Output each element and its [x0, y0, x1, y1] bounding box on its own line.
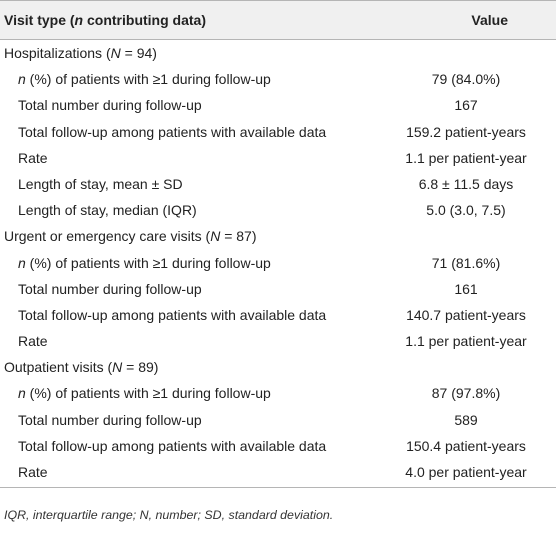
- table-row: Length of stay, mean ± SD 6.8 ± 11.5 days: [0, 171, 556, 197]
- table-body: Hospitalizations (N = 94) n (%) of patien…: [0, 40, 556, 485]
- section-title-prefix: Urgent or emergency care visits (: [4, 228, 211, 245]
- table-row: Rate 1.1 per patient-year: [0, 145, 556, 171]
- header-visit-type-suffix: contributing data): [83, 12, 206, 28]
- row-label: Rate: [18, 145, 48, 171]
- row-value: 6.8 ± 11.5 days: [418, 175, 514, 192]
- row-label: Total follow-up among patients with avai…: [18, 302, 326, 328]
- header-visit-type-n: n: [74, 12, 84, 28]
- row-label-text: Total follow-up among patients with avai…: [18, 123, 327, 140]
- table-row: Total follow-up among patients with avai…: [0, 433, 556, 459]
- row-value: 87 (97.8%): [431, 385, 501, 402]
- section-title-suffix: = 87): [220, 228, 257, 245]
- row-label-text: Length of stay, mean ± SD: [18, 175, 183, 192]
- section-title: Hospitalizations (N = 94): [4, 40, 157, 66]
- header-visit-type-prefix: Visit type (: [4, 12, 75, 28]
- table-footnote: IQR, interquartile range; N, number; SD,…: [4, 508, 334, 522]
- table-row: Total number during follow-up 589: [0, 407, 556, 433]
- row-label-text: Total number during follow-up: [18, 280, 202, 297]
- table-row: Total number during follow-up 161: [0, 276, 556, 302]
- row-label: Total number during follow-up: [18, 92, 202, 118]
- table-row: Total follow-up among patients with avai…: [0, 119, 556, 145]
- row-label-text: Total follow-up among patients with avai…: [18, 437, 327, 454]
- row-value: 79 (84.0%): [431, 71, 501, 88]
- row-label-n: n: [18, 254, 26, 271]
- row-value: 1.1 per patient-year: [405, 333, 527, 350]
- row-label: Total number during follow-up: [18, 276, 202, 302]
- table-row: Total follow-up among patients with avai…: [0, 302, 556, 328]
- row-label: n (%) of patients with ≥1 during follow-…: [18, 66, 271, 92]
- table-row: Rate 1.1 per patient-year: [0, 328, 556, 354]
- row-label-suffix: (%) of patients with ≥1 during follow-up: [25, 71, 271, 88]
- row-label: Rate: [18, 328, 48, 354]
- section-title: Urgent or emergency care visits (N = 87): [4, 223, 257, 249]
- bottom-rule: [0, 487, 556, 489]
- section-title-n: N: [112, 359, 123, 376]
- table-row: Total number during follow-up 167: [0, 92, 556, 118]
- row-value: 589: [454, 411, 478, 428]
- table-row: n (%) of patients with ≥1 during follow-…: [0, 250, 556, 276]
- section-title: Outpatient visits (N = 89): [4, 354, 158, 380]
- row-label: Total number during follow-up: [18, 407, 202, 433]
- row-label-text: Total number during follow-up: [18, 411, 202, 428]
- section-title-prefix: Outpatient visits (: [4, 359, 113, 376]
- section-title-n: N: [210, 228, 221, 245]
- section-title-suffix: = 94): [120, 45, 157, 61]
- table-row: n (%) of patients with ≥1 during follow-…: [0, 380, 556, 406]
- row-label-text: Rate: [18, 149, 48, 166]
- row-label-text: Rate: [18, 464, 48, 480]
- row-label-text: Total follow-up among patients with avai…: [18, 306, 327, 323]
- section-header-row: Hospitalizations (N = 94): [0, 40, 556, 66]
- row-label-suffix: (%) of patients with ≥1 during follow-up: [25, 385, 271, 402]
- row-label-n: n: [18, 385, 26, 402]
- row-value: 4.0 per patient-year: [405, 464, 527, 480]
- row-value: 5.0 (3.0, 7.5): [426, 202, 506, 219]
- row-label: Length of stay, median (IQR): [18, 197, 197, 223]
- section-title-prefix: Hospitalizations (: [4, 45, 111, 61]
- table-row: Rate 4.0 per patient-year: [0, 459, 556, 485]
- header-visit-type: Visit type (n contributing data): [4, 12, 206, 28]
- row-value: 161: [454, 280, 478, 297]
- row-label-text: Rate: [18, 333, 48, 350]
- section-header-row: Urgent or emergency care visits (N = 87): [0, 223, 556, 249]
- header-value: Value: [471, 12, 508, 28]
- row-value: 1.1 per patient-year: [405, 149, 527, 166]
- table-row: Length of stay, median (IQR) 5.0 (3.0, 7.…: [0, 197, 556, 223]
- row-value: 167: [454, 97, 478, 114]
- row-label-n: n: [18, 71, 26, 88]
- row-value: 150.4 patient-years: [406, 437, 526, 454]
- row-label: Length of stay, mean ± SD: [18, 171, 183, 197]
- row-label-text: Length of stay, median (IQR): [18, 202, 197, 219]
- row-value: 71 (81.6%): [431, 254, 501, 271]
- row-value: 159.2 patient-years: [406, 123, 526, 140]
- row-label: Rate: [18, 459, 48, 485]
- row-value: 140.7 patient-years: [406, 306, 526, 323]
- row-label-text: Total number during follow-up: [18, 97, 202, 114]
- table-row: n (%) of patients with ≥1 during follow-…: [0, 66, 556, 92]
- row-label: Total follow-up among patients with avai…: [18, 433, 326, 459]
- data-table: Visit type (n contributing data) Value H…: [0, 0, 556, 489]
- row-label: Total follow-up among patients with avai…: [18, 119, 326, 145]
- section-title-suffix: = 89): [122, 359, 159, 376]
- section-title-n: N: [110, 45, 121, 61]
- table-header: Visit type (n contributing data) Value: [0, 0, 556, 40]
- row-label-suffix: (%) of patients with ≥1 during follow-up: [25, 254, 271, 271]
- row-label: n (%) of patients with ≥1 during follow-…: [18, 380, 271, 406]
- row-label: n (%) of patients with ≥1 during follow-…: [18, 250, 271, 276]
- section-header-row: Outpatient visits (N = 89): [0, 354, 556, 380]
